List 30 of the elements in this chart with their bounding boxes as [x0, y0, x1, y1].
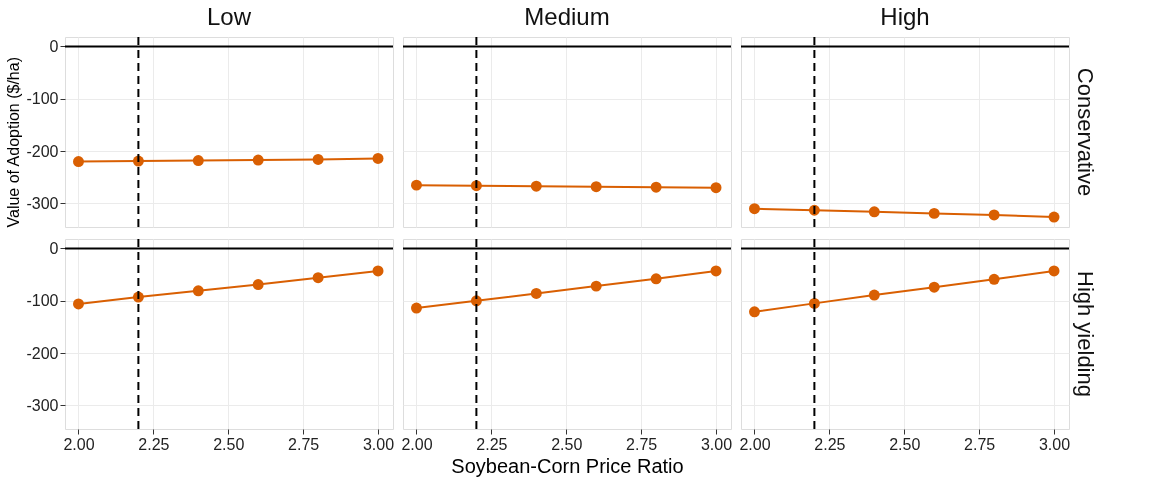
x-tick-label: 2.00	[739, 435, 771, 453]
x-tick-label: 2.50	[213, 435, 245, 453]
chart-title: High	[880, 3, 930, 30]
y-tick-label: -300	[26, 396, 59, 414]
x-tick-label: 2.75	[626, 435, 658, 453]
y-tick-label: -100	[26, 292, 59, 310]
y-axis-title: Value of Adoption ($/ha)	[5, 57, 23, 228]
text: High yielding	[1073, 271, 1098, 397]
y-tick-label: -300	[26, 194, 59, 212]
text: Conservative	[1073, 67, 1098, 197]
x-tick-label: 2.00	[401, 435, 433, 453]
x-tick-label: 3.00	[1038, 435, 1071, 453]
y-tick-label: -200	[26, 142, 59, 160]
x-tick-label: 2.50	[551, 435, 583, 453]
x-tick-label: 2.50	[889, 435, 921, 453]
y-tick-label: 0	[49, 239, 59, 257]
x-tick-label: 3.00	[700, 435, 733, 453]
x-tick-label: 2.75	[964, 435, 996, 453]
y-tick-label: 0	[49, 37, 59, 55]
chart-title: Low	[206, 3, 252, 30]
chart-title: Medium	[524, 3, 610, 30]
x-tick-label: 2.25	[476, 435, 508, 453]
x-tick-label: 2.75	[288, 435, 320, 453]
x-tick-label: 2.25	[138, 435, 170, 453]
x-tick-label: 2.25	[814, 435, 846, 453]
y-tick-label: -200	[26, 344, 59, 362]
x-axis-title: Soybean-Corn Price Ratio	[451, 454, 684, 477]
y-tick-label: -100	[26, 90, 59, 108]
x-tick-label: 2.00	[63, 435, 95, 453]
x-tick-label: 3.00	[362, 435, 395, 453]
